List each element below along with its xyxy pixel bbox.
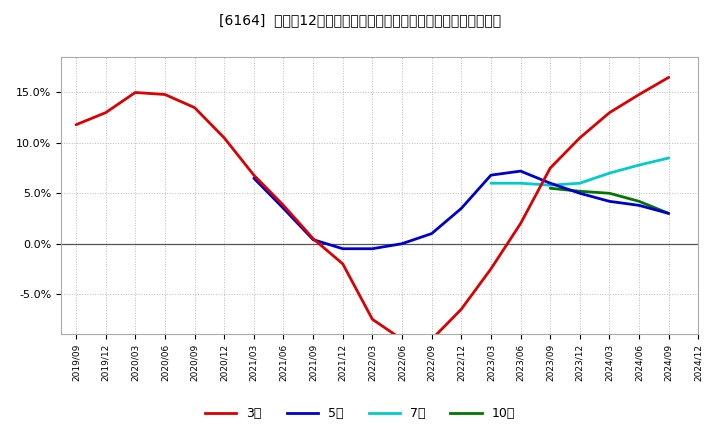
Text: [6164]  売上高12か月移動合計の対前年同期増減率の平均値の推移: [6164] 売上高12か月移動合計の対前年同期増減率の平均値の推移: [219, 13, 501, 27]
Legend: 3年, 5年, 7年, 10年: 3年, 5年, 7年, 10年: [200, 402, 520, 425]
